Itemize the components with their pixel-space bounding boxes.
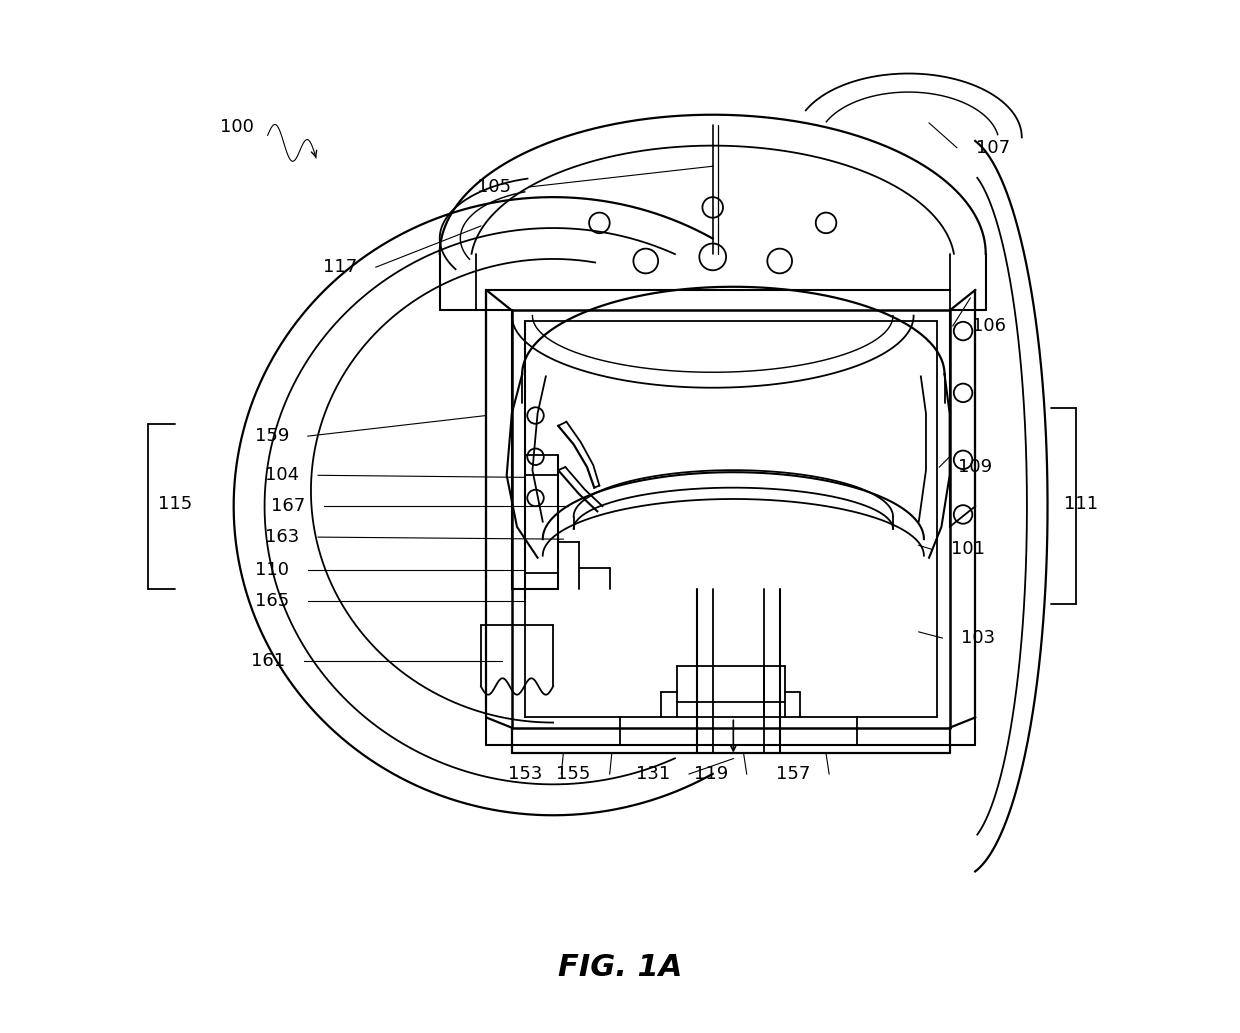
Text: 131: 131 — [636, 765, 670, 783]
Circle shape — [527, 407, 544, 424]
Text: 153: 153 — [508, 765, 542, 783]
Text: 103: 103 — [961, 629, 996, 647]
Text: 117: 117 — [322, 258, 357, 276]
Text: 106: 106 — [972, 317, 1006, 335]
Circle shape — [954, 450, 972, 469]
Circle shape — [768, 249, 792, 274]
Circle shape — [954, 383, 972, 402]
Text: 119: 119 — [693, 765, 728, 783]
Text: 161: 161 — [250, 652, 285, 669]
Text: 104: 104 — [265, 466, 299, 484]
Text: 115: 115 — [157, 495, 192, 513]
Text: 107: 107 — [976, 138, 1011, 157]
Text: 111: 111 — [1064, 495, 1099, 513]
Text: 167: 167 — [272, 497, 305, 515]
Text: 165: 165 — [254, 592, 289, 609]
Text: 110: 110 — [254, 561, 289, 580]
Text: 105: 105 — [477, 178, 511, 196]
Circle shape — [527, 448, 544, 465]
Text: 159: 159 — [254, 427, 289, 445]
Text: 163: 163 — [265, 528, 299, 546]
Circle shape — [527, 490, 544, 506]
Text: 101: 101 — [951, 540, 986, 559]
Circle shape — [954, 322, 972, 340]
Text: 109: 109 — [959, 458, 992, 476]
Circle shape — [634, 249, 658, 274]
Circle shape — [816, 213, 836, 233]
Text: 157: 157 — [776, 765, 810, 783]
Circle shape — [702, 197, 723, 218]
Text: FIG. 1A: FIG. 1A — [558, 953, 682, 982]
Circle shape — [954, 505, 972, 524]
Text: 100: 100 — [219, 118, 254, 136]
Circle shape — [699, 244, 727, 271]
Circle shape — [589, 213, 610, 233]
Text: 155: 155 — [557, 765, 590, 783]
